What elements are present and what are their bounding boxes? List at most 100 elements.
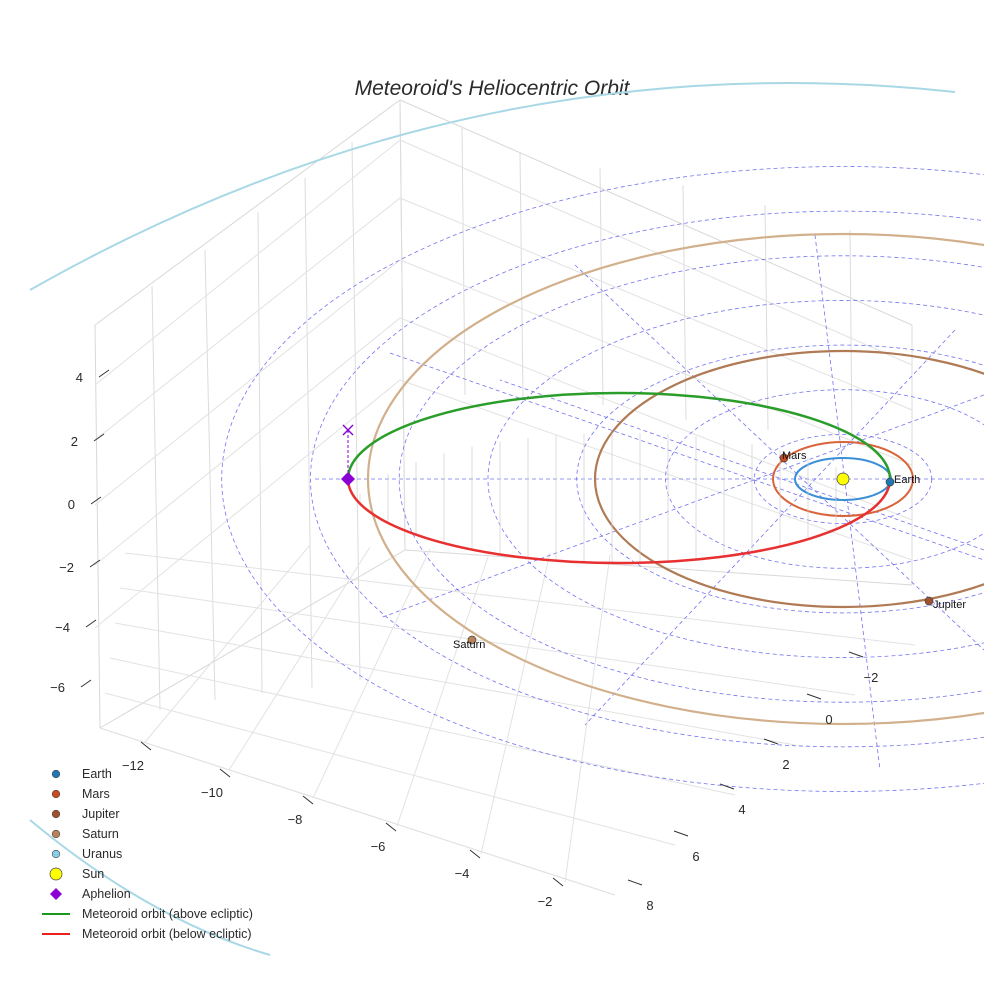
y-tick xyxy=(806,693,822,700)
ecliptic-ring xyxy=(665,389,984,569)
legend-label: Aphelion xyxy=(82,887,131,901)
x-tick xyxy=(140,741,152,751)
x-tick-label: −8 xyxy=(288,812,303,827)
grid-line xyxy=(399,99,406,551)
y-tick xyxy=(719,783,735,790)
ecliptic-ring xyxy=(221,166,984,792)
grid-line xyxy=(396,550,491,827)
legend-item-saturn[interactable]: Saturn xyxy=(51,827,119,841)
frame-line xyxy=(404,549,913,586)
legend-marker xyxy=(50,888,62,900)
meteoroid-orbit-below xyxy=(346,478,892,565)
legend-label: Uranus xyxy=(82,847,122,861)
grid-line xyxy=(257,211,263,694)
grid-line xyxy=(109,657,736,796)
legend-label: Jupiter xyxy=(82,807,120,821)
earth-marker xyxy=(885,477,895,487)
grid-line xyxy=(104,692,676,846)
z-tick-label: 2 xyxy=(71,434,78,449)
grid-line xyxy=(304,177,313,689)
legend: Earth Mars Jupiter Saturn Uranus Sun Aphelion M… xyxy=(42,767,253,941)
ecliptic-radial xyxy=(379,394,984,619)
grid-line xyxy=(94,379,913,629)
planet-markers: Earth Mars Jupiter Saturn xyxy=(453,450,966,651)
z-tick-label: −2 xyxy=(59,560,74,575)
y-tick xyxy=(673,830,689,837)
axes-grid xyxy=(94,99,913,896)
grid-line xyxy=(124,552,916,646)
ecliptic-grid xyxy=(221,166,984,792)
grid-line xyxy=(461,127,466,396)
x-tick xyxy=(219,768,231,778)
legend-item-jupiter[interactable]: Jupiter xyxy=(51,807,120,821)
z-tick xyxy=(85,619,97,628)
grid-line xyxy=(204,249,216,701)
ecliptic-ring xyxy=(487,300,984,658)
saturn-label: Saturn xyxy=(453,639,485,651)
ecliptic-radial xyxy=(584,329,956,726)
ecliptic-radial xyxy=(574,264,984,651)
grid-line xyxy=(312,548,431,799)
meteoroid-drop-lines xyxy=(359,433,837,563)
z-tick xyxy=(98,369,110,378)
y-tick-label: 8 xyxy=(646,898,653,913)
aphelion-marker xyxy=(341,472,355,486)
y-tick xyxy=(848,651,864,658)
legend-item-uranus[interactable]: Uranus xyxy=(51,847,122,861)
jupiter-label: Jupiter xyxy=(933,599,966,611)
grid-line xyxy=(351,141,361,681)
z-tick-label: −4 xyxy=(55,620,70,635)
saturn-marker xyxy=(467,635,477,645)
legend-item-aphelion[interactable]: Aphelion xyxy=(50,887,131,901)
z-tick xyxy=(89,559,101,568)
frame-line xyxy=(94,324,101,729)
mars-label: Mars xyxy=(782,450,807,462)
legend-label: Meteoroid orbit (below ecliptic) xyxy=(82,927,252,941)
grid-line xyxy=(599,167,604,406)
legend-label: Earth xyxy=(82,767,112,781)
legend-label: Sun xyxy=(82,867,104,881)
legend-item-sun[interactable]: Sun xyxy=(49,867,104,881)
floor-grid xyxy=(99,544,916,896)
legend-item-earth[interactable]: Earth xyxy=(51,767,112,781)
meteoroid-orbit-above xyxy=(346,391,892,480)
legend-item-meteoroid-orbit-below-ecliptic-[interactable]: Meteoroid orbit (below ecliptic) xyxy=(42,927,252,941)
x-tick xyxy=(302,795,314,805)
chart-title: Meteoroid's Heliocentric Orbit xyxy=(355,77,631,100)
x-tick xyxy=(385,822,397,832)
legend-marker xyxy=(51,829,61,839)
ecliptic-radial xyxy=(389,352,984,561)
y-tick-label: 2 xyxy=(782,757,789,772)
grid-line xyxy=(519,151,524,399)
y-tick-label: 0 xyxy=(825,712,832,727)
jupiter-marker xyxy=(924,596,934,606)
legend-marker xyxy=(51,849,61,859)
earth-label: Earth xyxy=(894,474,920,486)
grid-line xyxy=(849,229,853,441)
z-tick-label: 0 xyxy=(68,497,75,512)
legend-item-mars[interactable]: Mars xyxy=(51,787,110,801)
frame-line xyxy=(94,99,401,326)
x-tick-label: −10 xyxy=(201,785,223,800)
mars-orbit xyxy=(772,441,914,517)
sun-marker xyxy=(836,472,850,486)
z-tick xyxy=(93,433,105,442)
y-tick-label: −2 xyxy=(864,670,879,685)
x-tick-label: −2 xyxy=(538,894,553,909)
ecliptic-radial xyxy=(499,379,984,551)
legend-item-meteoroid-orbit-above-ecliptic-[interactable]: Meteoroid orbit (above ecliptic) xyxy=(42,907,253,921)
planet-orbits xyxy=(29,82,984,956)
uranus-orbit xyxy=(29,82,956,291)
legend-label: Mars xyxy=(82,787,110,801)
legend-marker xyxy=(51,789,61,799)
saturn-orbit xyxy=(367,232,984,726)
grid-line xyxy=(228,546,371,771)
legend-marker xyxy=(51,809,61,819)
z-tick xyxy=(80,679,92,688)
legend-marker xyxy=(49,867,63,881)
mars-marker xyxy=(779,453,789,463)
grid-line xyxy=(564,554,611,883)
x-tick-label: −4 xyxy=(455,866,470,881)
y-tick-label: 4 xyxy=(738,802,745,817)
grid-line xyxy=(94,197,913,441)
